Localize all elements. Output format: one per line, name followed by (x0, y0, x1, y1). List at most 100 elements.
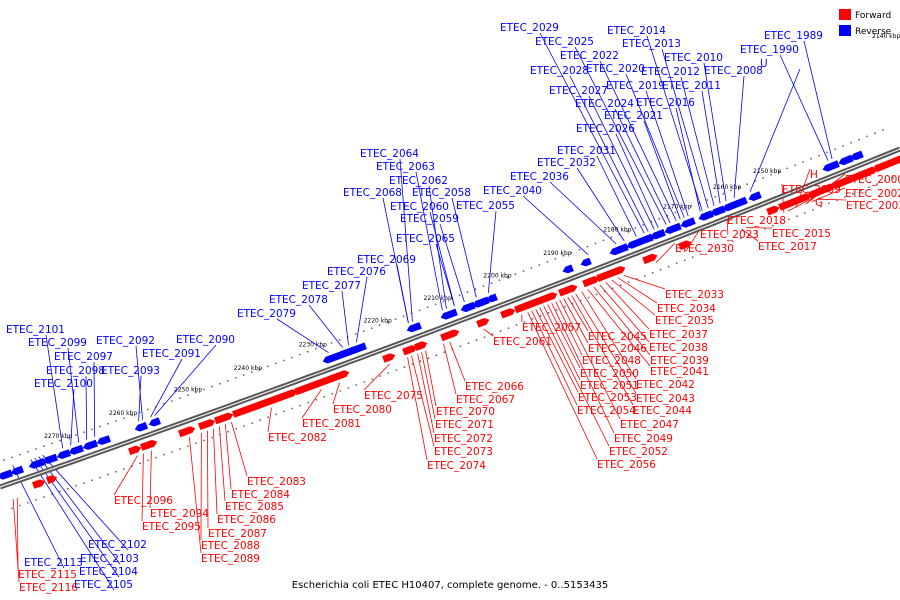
reverse-gene-arrow (337, 342, 367, 358)
scale-tick-dot (746, 183, 749, 186)
scale-tick-dot (323, 395, 326, 398)
scale-tick-dot (163, 453, 166, 456)
leader-line (428, 185, 447, 309)
leader-line (611, 279, 656, 316)
scale-tick-dot (195, 442, 198, 445)
scale-tick-dot (491, 333, 494, 335)
forward-gene-label: ETEC_2050 (580, 368, 639, 380)
forward-gene-arrow (382, 353, 396, 363)
reverse-gene-label: ETEC_1990 (740, 44, 799, 56)
reverse-gene-label: ETEC_2062 (389, 175, 448, 187)
scale-tick-dot (562, 254, 565, 257)
scale-tick-dot (322, 344, 325, 347)
forward-gene-arrow (440, 329, 460, 342)
scale-tick-dot (595, 293, 598, 296)
leader-line (680, 76, 715, 206)
leader-line (415, 171, 443, 311)
reverse-gene-label: ETEC_2102 (88, 539, 147, 551)
reverse-gene-label: ETEC_2010 (664, 52, 723, 64)
scale-tick-dot (547, 311, 550, 314)
reverse-gene-arrow (580, 257, 592, 267)
scale-tick-dot (483, 336, 486, 339)
leader-line (154, 344, 217, 416)
reverse-gene-label: ETEC_2064 (360, 148, 419, 160)
scale-tick-dot (626, 230, 629, 233)
leader-line (70, 388, 75, 446)
scale-tick-dot (498, 279, 501, 282)
forward-gene-label: ETEC_2034 (657, 303, 716, 315)
scale-tick-dot (594, 242, 597, 245)
leader-line (555, 301, 583, 356)
scale-tick-dot (474, 288, 477, 291)
scale-tick-dot (75, 434, 77, 436)
scale-tick-label: 2190 kbp (543, 250, 571, 257)
leader-line (599, 60, 677, 221)
reverse-gene-arrow (698, 210, 714, 221)
forward-gene-arrow (808, 183, 836, 199)
forward-gene-label: ETEC_2075 (364, 390, 423, 402)
leader-line (625, 73, 685, 218)
leader-line (623, 275, 666, 290)
forward-gene-arrow (558, 284, 578, 297)
leader-line (308, 304, 343, 348)
reverse-gene-label: ETEC_2008 (704, 65, 763, 77)
scale-tick-dot (99, 476, 101, 479)
scale-tick-dot (570, 251, 573, 254)
reverse-gene-arrow (664, 222, 682, 234)
forward-gene-label: ETEC_2082 (268, 432, 327, 444)
scale-tick-dot (395, 369, 398, 371)
forward-gene-label: ETEC_2041 (650, 366, 709, 378)
scale-tick-dot (179, 397, 181, 399)
scale-tick-dot (707, 250, 710, 252)
scale-tick-dot (59, 439, 61, 442)
reverse-gene-arrow (748, 191, 762, 201)
scale-tick-dot (211, 436, 214, 439)
reverse-gene-label: ETEC_2055 (456, 200, 515, 212)
leader-line (213, 428, 218, 515)
leader-line (276, 318, 329, 353)
forward-gene-arrow (596, 266, 626, 282)
leader-line (429, 211, 455, 306)
genome-backbone-highlight (0, 148, 900, 488)
scale-tick-dot (627, 281, 630, 283)
leader-line (563, 298, 589, 344)
scale-tick-dot (643, 275, 646, 277)
reverse-gene-label: ETEC_2025 (535, 36, 594, 48)
scale-tick-dot (804, 212, 806, 214)
scale-tick-dot (171, 451, 174, 453)
leader-line (219, 426, 226, 502)
reverse-gene-label: ETEC_2099 (28, 337, 87, 349)
scale-tick-dot (475, 339, 478, 342)
reverse-gene-label: ETEC_2105 (74, 579, 133, 591)
scale-tick-dot (674, 211, 677, 214)
reverse-gene-arrow (10, 465, 24, 476)
leader-line-layer (12, 32, 847, 591)
scale-tick-dot (482, 285, 485, 288)
scale-tick-dot (242, 374, 245, 376)
leader-line (30, 459, 115, 591)
leader-line (643, 120, 681, 220)
reverse-gene-arrow (838, 154, 854, 166)
forward-gene-arrow (642, 253, 658, 265)
scale-tick-dot (3, 459, 5, 462)
scale-tick-dot (235, 428, 238, 430)
feature-layer (0, 150, 900, 489)
forward-gene-arrow (414, 341, 428, 351)
scale-tick-dot (251, 422, 254, 424)
forward-gene-label: ETEC_2061 (493, 336, 552, 348)
scale-tick-dot (706, 199, 709, 201)
scale-tick-dot (659, 268, 662, 271)
scale-tick-dot (299, 404, 302, 407)
forward-gene-arrow (778, 193, 812, 211)
leader-line (443, 343, 457, 395)
scale-tick-dot (67, 487, 69, 490)
leader-line (549, 181, 617, 245)
scale-tick-dot (842, 145, 844, 147)
reverse-gene-arrow (680, 217, 696, 228)
scale-tick-dot (658, 217, 661, 220)
leader-line (535, 309, 579, 393)
leader-line (135, 345, 143, 420)
scale-tick-label: 2200 kbp (483, 273, 511, 280)
leader-line (614, 108, 671, 224)
